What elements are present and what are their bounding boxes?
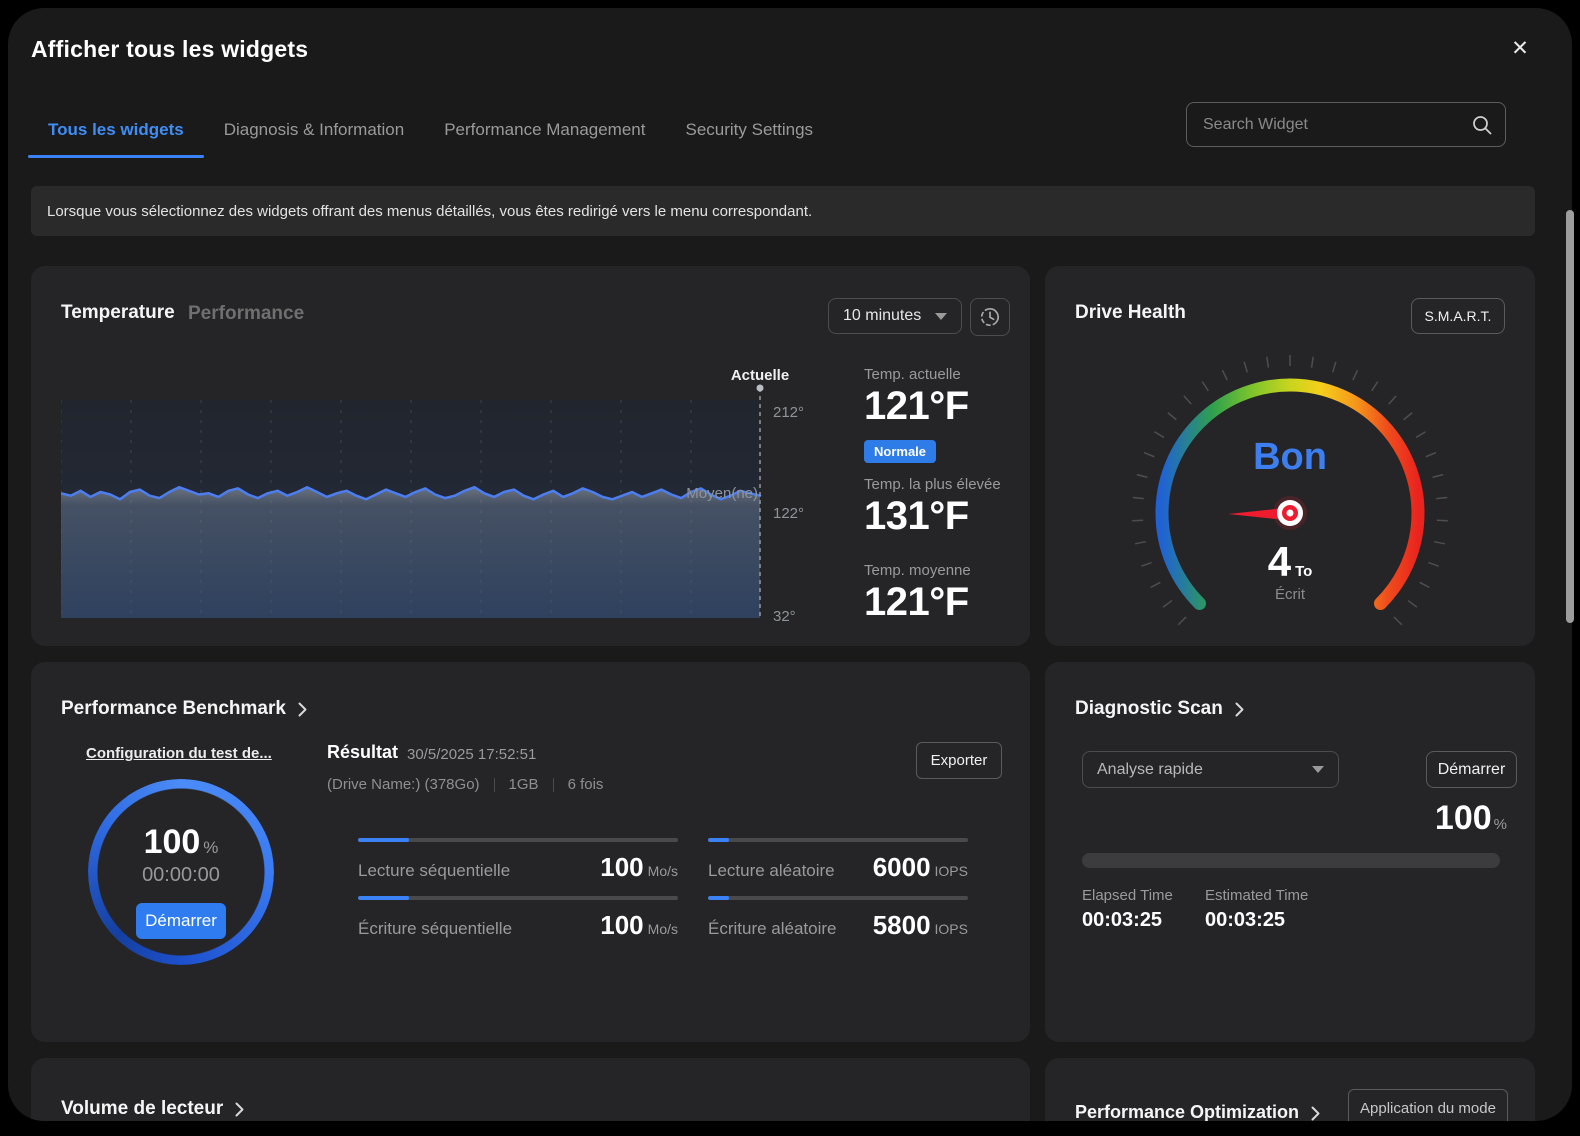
period-dropdown[interactable]: 10 minutes bbox=[828, 298, 962, 334]
benchmark-elapsed: 00:00:00 bbox=[142, 864, 220, 886]
all-widgets-modal: Afficher tous les widgets ✕ Tous les wid… bbox=[8, 8, 1572, 1121]
diagnostic-start-button[interactable]: Démarrer bbox=[1426, 751, 1517, 788]
estimated-time-label: Estimated Time bbox=[1205, 887, 1309, 904]
temperature-tab[interactable]: Temperature bbox=[61, 302, 175, 323]
chevron-right-icon bbox=[235, 1102, 244, 1117]
metric-seq-write: Écriture séquentielle 100 Mo/s bbox=[358, 896, 678, 941]
benchmark-title[interactable]: Performance Benchmark bbox=[61, 698, 307, 720]
diagnostic-title[interactable]: Diagnostic Scan bbox=[1075, 698, 1244, 720]
volume-title[interactable]: Volume de lecteur bbox=[61, 1098, 244, 1120]
widget-performance-optimization: Performance Optimization Application du … bbox=[1045, 1058, 1535, 1121]
chart-line-moyenne bbox=[61, 485, 762, 501]
current-temp-value: 121°F bbox=[864, 384, 969, 428]
benchmark-start-button[interactable]: Démarrer bbox=[136, 903, 226, 939]
tab-diagnosis-information[interactable]: Diagnosis & Information bbox=[223, 120, 405, 139]
export-button[interactable]: Exporter bbox=[916, 742, 1002, 779]
history-button[interactable] bbox=[970, 298, 1010, 336]
smart-button[interactable]: S.M.A.R.T. bbox=[1411, 298, 1505, 334]
result-drive: (Drive Name:) (378Go) bbox=[327, 776, 480, 793]
clock-history-icon bbox=[980, 307, 999, 327]
tab-security-settings[interactable]: Security Settings bbox=[685, 120, 814, 139]
gauge-needle bbox=[1228, 507, 1290, 521]
highest-temp-value: 131°F bbox=[864, 494, 969, 538]
y-tick-122: 122° bbox=[773, 505, 804, 522]
tab-bar: Tous les widgets Diagnosis & Information… bbox=[28, 106, 833, 158]
metric-rand-write: Écriture aléatoire 5800 IOPS bbox=[708, 896, 968, 941]
chevron-right-icon bbox=[1235, 702, 1244, 717]
search-widget-box bbox=[1186, 102, 1506, 147]
chevron-right-icon bbox=[1311, 1106, 1320, 1120]
elapsed-time-label: Elapsed Time bbox=[1082, 887, 1173, 904]
elapsed-time-value: 00:03:25 bbox=[1082, 909, 1163, 931]
result-label: Résultat bbox=[327, 742, 399, 762]
written-total: 4 To bbox=[1045, 538, 1535, 586]
info-banner: Lorsque vous sélectionnez des widgets of… bbox=[31, 186, 1535, 236]
diagnostic-progress: 100% bbox=[1434, 799, 1507, 837]
average-temp-label: Temp. moyenne bbox=[864, 562, 971, 579]
health-status: Bon bbox=[1253, 436, 1327, 478]
tab-performance-management[interactable]: Performance Management bbox=[444, 120, 646, 139]
divider bbox=[493, 777, 495, 792]
widget-performance-benchmark: Performance Benchmark Configuration du t… bbox=[31, 662, 1030, 1042]
current-temp-label: Temp. actuelle bbox=[864, 366, 961, 383]
temperature-chart: Actuelle Moyen(ne) 212° 122° 32° bbox=[61, 367, 804, 625]
chevron-down-icon bbox=[1312, 766, 1324, 773]
chart-area-fill bbox=[61, 487, 760, 618]
marker-label: Actuelle bbox=[731, 367, 789, 384]
divider bbox=[552, 777, 554, 792]
chevron-right-icon bbox=[298, 702, 307, 717]
metric-seq-read: Lecture séquentielle 100 Mo/s bbox=[358, 838, 678, 883]
scan-mode-dropdown[interactable]: Analyse rapide bbox=[1082, 751, 1339, 788]
vertical-scrollbar[interactable] bbox=[1566, 210, 1574, 623]
period-value: 10 minutes bbox=[843, 307, 922, 324]
widget-diagnostic-scan: Diagnostic Scan Analyse rapide Démarrer … bbox=[1045, 662, 1535, 1042]
result-size: 1GB bbox=[508, 776, 539, 793]
page-title: Afficher tous les widgets bbox=[31, 36, 309, 62]
search-input[interactable] bbox=[1187, 103, 1505, 146]
close-icon[interactable]: ✕ bbox=[1511, 36, 1529, 60]
result-timestamp: 30/5/2025 17:52:51 bbox=[407, 746, 537, 763]
y-tick-32: 32° bbox=[773, 608, 796, 625]
diagnostic-progress-bar bbox=[1082, 853, 1500, 868]
gauge-tick-marks bbox=[1132, 355, 1448, 626]
written-label: Écrit bbox=[1275, 586, 1305, 603]
performance-tab[interactable]: Performance bbox=[188, 303, 305, 324]
scan-mode-value: Analyse rapide bbox=[1097, 760, 1203, 778]
widget-drive-health: Drive Health S.M.A.R.T. bbox=[1045, 266, 1535, 646]
status-badge: Normale bbox=[864, 440, 937, 463]
apply-mode-button[interactable]: Application du mode bbox=[1348, 1089, 1508, 1121]
widget-temperature: Temperature Performance 10 minutes bbox=[31, 266, 1030, 646]
metric-rand-read: Lecture aléatoire 6000 IOPS bbox=[708, 838, 968, 883]
gauge-arc bbox=[1155, 378, 1425, 610]
drive-health-title: Drive Health bbox=[1075, 302, 1186, 323]
highest-temp-label: Temp. la plus élevée bbox=[864, 476, 1001, 493]
average-temp-value: 121°F bbox=[864, 580, 969, 624]
benchmark-config-link[interactable]: Configuration du test de... bbox=[86, 745, 272, 762]
health-gauge bbox=[1132, 355, 1448, 626]
result-info: (Drive Name:) (378Go) 1GB 6 fois bbox=[327, 776, 603, 793]
widget-volume: Volume de lecteur bbox=[31, 1058, 1030, 1121]
benchmark-progress: 100% bbox=[143, 823, 219, 861]
result-count: 6 fois bbox=[567, 776, 604, 793]
current-marker-dot bbox=[756, 384, 764, 392]
tab-tous-les-widgets[interactable]: Tous les widgets bbox=[28, 106, 204, 158]
written-value: 4 bbox=[1267, 538, 1292, 585]
written-unit: To bbox=[1295, 563, 1313, 580]
estimated-time-value: 00:03:25 bbox=[1205, 909, 1286, 931]
search-icon[interactable] bbox=[1471, 114, 1493, 136]
chevron-down-icon bbox=[935, 312, 947, 320]
series-label: Moyen(ne) bbox=[686, 485, 758, 502]
optimization-title[interactable]: Performance Optimization bbox=[1075, 1102, 1320, 1121]
y-tick-212: 212° bbox=[773, 404, 804, 421]
